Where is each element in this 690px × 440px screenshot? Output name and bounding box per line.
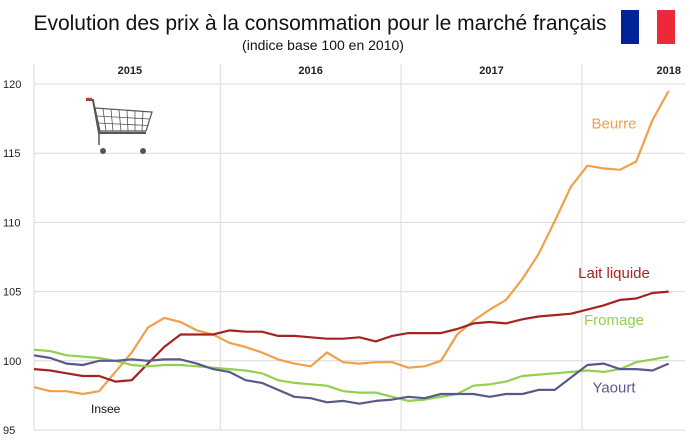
series-label: Lait liquide (578, 265, 650, 282)
chart-subtitle: (indice base 100 en 2010) (242, 37, 404, 53)
series-label: Beurre (591, 115, 636, 132)
y-tick-label: 100 (3, 356, 21, 368)
y-tick-label: 95 (3, 425, 15, 437)
y-tick-label: 120 (3, 79, 21, 91)
y-axis: 95 100 105 110 115 120 (3, 79, 21, 437)
chart-title: Evolution des prix à la consommation pou… (33, 12, 606, 35)
series-label: Yaourt (592, 380, 636, 397)
plot-grid (33, 64, 685, 431)
series-line-fromage (33, 348, 669, 402)
y-tick-label: 105 (3, 287, 21, 299)
series-line-lait-liquide (33, 290, 669, 383)
flag-red-band (657, 10, 675, 44)
series-labels: Beurre Lait liquide Fromage Yaourt (578, 115, 650, 396)
flag-blue-band (621, 10, 639, 44)
source-label: Insee (91, 402, 121, 416)
plot-series (33, 90, 670, 405)
series-line-beurre (33, 90, 670, 396)
x-tick-label: 2015 (118, 65, 142, 77)
series-label: Fromage (584, 312, 644, 329)
x-tick-label: 2017 (479, 65, 503, 77)
x-axis: 2015 2016 2017 2018 (118, 65, 681, 77)
shopping-cart-icon (86, 97, 153, 154)
french-flag-icon (621, 10, 675, 44)
x-tick-label: 2018 (656, 65, 680, 77)
x-tick-label: 2016 (298, 65, 322, 77)
y-tick-label: 110 (3, 217, 21, 229)
series-line-yaourt (33, 354, 670, 405)
flag-white-band (639, 10, 657, 44)
y-tick-label: 115 (3, 148, 21, 160)
